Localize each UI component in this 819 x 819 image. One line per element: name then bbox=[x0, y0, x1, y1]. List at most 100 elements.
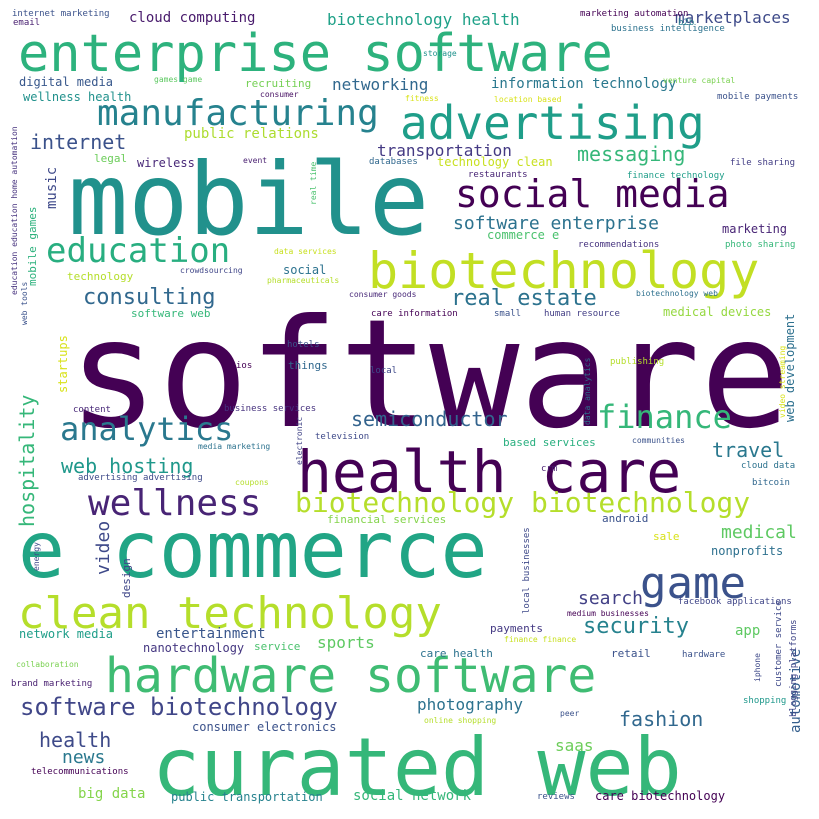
word-cloud-term: big data bbox=[78, 786, 146, 802]
word-cloud-term: telecommunications bbox=[31, 767, 129, 777]
word-cloud-term: file sharing bbox=[730, 158, 796, 168]
word-cloud-term: consumer goods bbox=[349, 290, 417, 299]
word-cloud-term: consumer electronics bbox=[192, 720, 337, 734]
word-cloud-term: analytics bbox=[60, 410, 234, 448]
word-cloud-term: databases bbox=[369, 157, 418, 167]
word-cloud-term: web hosting bbox=[61, 454, 194, 478]
word-cloud-term: nanotechnology bbox=[143, 641, 245, 655]
word-cloud-term: security bbox=[583, 614, 689, 639]
word-cloud-term: clean technology bbox=[18, 588, 442, 639]
word-cloud-term: finance bbox=[597, 398, 732, 436]
word-cloud-term: music bbox=[44, 166, 60, 209]
word-cloud-term: coupons bbox=[235, 478, 269, 487]
word-cloud-term: iphone bbox=[753, 653, 762, 682]
word-cloud-term: email bbox=[13, 18, 41, 28]
word-cloud-term: crowdsourcing bbox=[180, 266, 243, 275]
word-cloud-term: finance technology bbox=[627, 171, 725, 181]
word-cloud-term: technology bbox=[67, 270, 134, 283]
word-cloud-term: curated web bbox=[152, 721, 682, 814]
word-cloud-term: entertainment bbox=[156, 626, 266, 642]
word-cloud-term: health care bbox=[297, 438, 682, 506]
word-cloud-term: nonprofits bbox=[711, 544, 784, 558]
word-cloud-term: hardware software bbox=[105, 648, 597, 704]
word-cloud-term: education education home automation bbox=[10, 126, 19, 295]
word-cloud-term: education bbox=[46, 231, 231, 271]
word-cloud-term: energy bbox=[32, 542, 41, 571]
word-cloud-term: games game bbox=[154, 75, 203, 84]
word-cloud-term: search bbox=[578, 588, 644, 609]
word-cloud-term: network media bbox=[19, 627, 113, 641]
word-cloud-term: android bbox=[602, 512, 649, 525]
word-cloud-term: mobile games bbox=[26, 206, 39, 286]
word-cloud-term: pharmaceuticals bbox=[267, 276, 340, 285]
word-cloud-term: real time bbox=[309, 161, 318, 205]
word-cloud-term: startups bbox=[56, 335, 70, 393]
word-cloud-term: biotechnology bbox=[368, 242, 760, 300]
word-cloud-term: care health bbox=[420, 647, 493, 660]
word-cloud-term: health bbox=[39, 728, 112, 752]
word-cloud-term: public transportation bbox=[171, 790, 323, 804]
word-cloud-term: hospitality bbox=[15, 394, 39, 527]
word-cloud-term: enterprise software bbox=[18, 24, 613, 84]
word-cloud-term: networking bbox=[332, 75, 429, 94]
word-cloud-term: marketing bbox=[722, 222, 788, 236]
word-cloud-term: shopping bbox=[743, 696, 787, 706]
word-cloud-term: local bbox=[370, 366, 398, 376]
word-cloud-term: software web bbox=[131, 307, 211, 320]
word-cloud-term: storage bbox=[423, 49, 457, 58]
word-cloud-term: software biotechnology bbox=[20, 693, 338, 721]
word-cloud-term: e commerce bbox=[18, 506, 488, 596]
word-cloud-term: restaurants bbox=[468, 170, 528, 180]
word-cloud-term: social network bbox=[353, 788, 472, 804]
word-cloud-term: news bbox=[62, 747, 106, 768]
word-cloud-term: media marketing bbox=[198, 442, 271, 451]
word-cloud-term: legal bbox=[94, 152, 128, 165]
word-cloud-term: biotechnology biotechnology bbox=[295, 486, 751, 519]
word-cloud-term: small bbox=[494, 309, 522, 319]
word-cloud-term: facebook applications bbox=[678, 597, 792, 607]
word-cloud-term: communities bbox=[632, 436, 685, 445]
word-cloud-term: location based bbox=[494, 95, 562, 104]
word-cloud-term: business intelligence bbox=[611, 24, 725, 34]
word-cloud-term: customer service bbox=[774, 600, 784, 687]
word-cloud-term: manufacturing bbox=[97, 93, 379, 134]
word-cloud-term: television bbox=[315, 432, 370, 442]
word-cloud-term: bitcoin bbox=[752, 478, 790, 488]
word-cloud-term: information technology bbox=[491, 76, 677, 92]
word-cloud-term: data analytics bbox=[583, 357, 592, 425]
word-cloud-term: social media bbox=[455, 172, 730, 216]
word-cloud-term: biotechnology health bbox=[327, 10, 520, 29]
word-cloud-term: marketing automation bbox=[580, 9, 689, 19]
word-cloud-term: messaging bbox=[577, 142, 686, 166]
word-cloud-term: electronic bbox=[295, 416, 304, 465]
word-cloud-term: fashion bbox=[619, 707, 704, 731]
word-cloud-term: mobile bbox=[68, 141, 430, 258]
word-cloud-term: wellness health bbox=[23, 90, 132, 104]
word-cloud-term: video bbox=[93, 520, 114, 575]
word-cloud-term: hardware bbox=[682, 650, 726, 660]
word-cloud-term: app bbox=[735, 623, 761, 639]
word-cloud-term: consumer bbox=[260, 90, 299, 99]
word-cloud-term: medical devices bbox=[663, 305, 772, 319]
word-cloud-term: retail bbox=[611, 647, 651, 660]
word-cloud-term: online shopping bbox=[424, 716, 497, 725]
word-cloud-term: event bbox=[243, 156, 268, 165]
word-cloud-term: financial services bbox=[327, 513, 447, 526]
word-cloud-term: crm bbox=[541, 464, 558, 474]
word-cloud-term: sale bbox=[653, 530, 680, 543]
word-cloud-term: marketplaces bbox=[675, 8, 791, 27]
word-cloud-term: hotels bbox=[287, 340, 320, 350]
word-cloud-term: wireless bbox=[137, 156, 195, 170]
word-cloud-term: brand marketing bbox=[11, 679, 93, 689]
word-cloud-term: business services bbox=[224, 404, 317, 414]
word-cloud-term: recruiting bbox=[245, 77, 312, 90]
word-cloud-term: publishing bbox=[610, 357, 665, 367]
word-cloud-term: digital media bbox=[19, 75, 113, 89]
word-cloud-term: cloud computing bbox=[129, 10, 256, 26]
word-cloud-term: venture capital bbox=[663, 76, 736, 85]
word-cloud-term: recommendations bbox=[578, 240, 660, 250]
word-cloud-term: saas bbox=[555, 736, 594, 755]
word-cloud-term: software enterprise bbox=[453, 213, 659, 234]
word-cloud-term: video streaming bbox=[778, 345, 787, 418]
word-cloud-term: b2b bbox=[678, 18, 695, 28]
